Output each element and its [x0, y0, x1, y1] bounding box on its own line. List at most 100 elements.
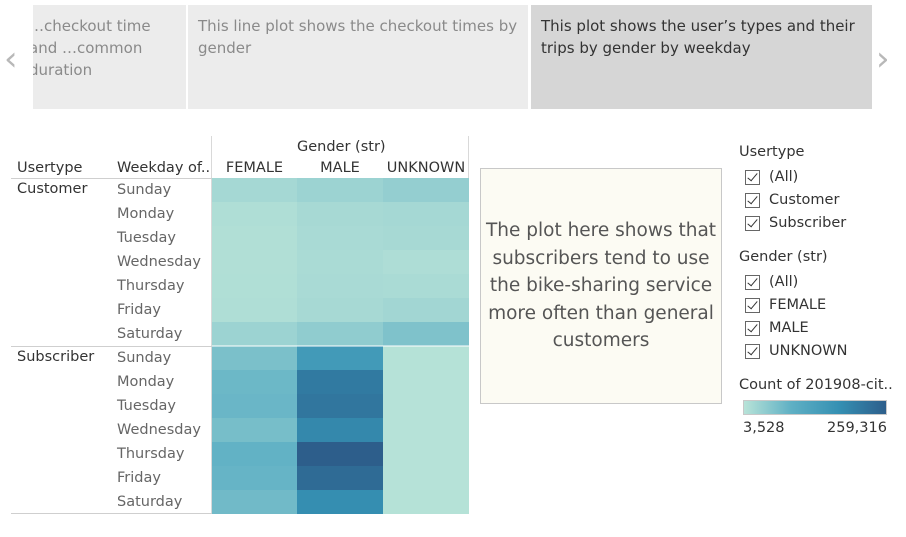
checkbox-checked-icon[interactable] — [745, 215, 760, 231]
heatmap-cell[interactable] — [383, 274, 469, 298]
story-point-text: …checkout time and …common duration — [33, 17, 151, 79]
filter-gender-unknown[interactable]: UNKNOWN — [745, 341, 847, 361]
heatmap-cell[interactable] — [297, 226, 383, 250]
heatmap-cell[interactable] — [383, 370, 469, 394]
checkbox-checked-icon[interactable] — [745, 192, 760, 208]
column-header-male: MALE — [320, 160, 360, 176]
heatmap-cell[interactable] — [383, 226, 469, 250]
checkbox-checked-icon[interactable] — [745, 320, 760, 336]
heatmap-cell[interactable] — [212, 274, 297, 298]
filter-label: (All) — [769, 274, 799, 290]
heatmap-cell[interactable] — [383, 394, 469, 418]
heatmap-cell[interactable] — [297, 298, 383, 322]
usertype-label-subscriber: Subscriber — [17, 349, 95, 365]
color-legend-max: 259,316 — [827, 420, 887, 436]
column-header-female: FEMALE — [225, 160, 284, 176]
weekday-label: Tuesday — [117, 230, 176, 246]
heatmap-cell[interactable] — [212, 418, 297, 442]
checkbox-checked-icon[interactable] — [745, 297, 760, 313]
story-point-2[interactable]: This line plot shows the checkout times … — [188, 5, 528, 109]
filter-label: UNKNOWN — [769, 343, 848, 359]
weekday-label: Thursday — [117, 278, 185, 294]
filter-label: MALE — [769, 320, 809, 336]
heatmap-cell[interactable] — [212, 322, 297, 346]
filter-usertype-subscriber[interactable]: Subscriber — [745, 213, 846, 233]
filter-label: FEMALE — [769, 297, 827, 313]
weekday-label: Sunday — [117, 350, 172, 366]
weekday-label: Friday — [117, 470, 161, 486]
filter-usertype-all[interactable]: (All) — [745, 167, 798, 187]
usertype-label-customer: Customer — [17, 181, 88, 197]
heatmap-cell[interactable] — [212, 226, 297, 250]
heatmap-cell[interactable] — [383, 178, 469, 202]
weekday-label: Monday — [117, 374, 175, 390]
heatmap-cell[interactable] — [212, 370, 297, 394]
heatmap-cell[interactable] — [212, 178, 297, 202]
filter-label: Customer — [769, 192, 840, 208]
heatmap-cell[interactable] — [383, 202, 469, 226]
chevron-right-icon[interactable]: › — [876, 39, 890, 79]
weekday-label: Saturday — [117, 326, 183, 342]
heatmap-cell[interactable] — [212, 394, 297, 418]
annotation-box: The plot here shows that subscribers ten… — [480, 168, 722, 404]
color-legend-gradient — [743, 400, 887, 415]
weekday-label: Wednesday — [117, 422, 201, 438]
heatmap-worksheet: Gender (str) Usertype Weekday of.. FEMAL… — [0, 120, 906, 537]
column-group-header: Gender (str) — [297, 139, 386, 155]
heatmap-cell[interactable] — [383, 250, 469, 274]
weekday-label: Wednesday — [117, 254, 201, 270]
heatmap-cell[interactable] — [383, 466, 469, 490]
checkbox-checked-icon[interactable] — [745, 169, 760, 185]
filter-usertype-customer[interactable]: Customer — [745, 190, 839, 210]
story-point-3-active[interactable]: This plot shows the user’s types and the… — [531, 5, 872, 109]
weekday-label: Thursday — [117, 446, 185, 462]
heatmap-cell[interactable] — [212, 346, 297, 370]
heatmap-cell[interactable] — [297, 490, 383, 514]
row-header-weekday: Weekday of.. — [117, 160, 211, 176]
heatmap-cell[interactable] — [212, 442, 297, 466]
heatmap-cell[interactable] — [297, 466, 383, 490]
color-legend-title: Count of 201908-cit.. — [739, 377, 893, 393]
checkbox-checked-icon[interactable] — [745, 274, 760, 290]
heatmap-cell[interactable] — [212, 250, 297, 274]
heatmap-cell[interactable] — [297, 250, 383, 274]
heatmap-cell[interactable] — [297, 178, 383, 202]
heatmap-cell[interactable] — [212, 202, 297, 226]
filter-label: (All) — [769, 169, 799, 185]
filter-gender-all[interactable]: (All) — [745, 272, 798, 292]
weekday-label: Friday — [117, 302, 161, 318]
chevron-left-icon[interactable]: ‹ — [4, 39, 18, 79]
heatmap-cell[interactable] — [212, 466, 297, 490]
heatmap-cell[interactable] — [383, 346, 469, 370]
heatmap-cell[interactable] — [212, 490, 297, 514]
usertype-filter-title: Usertype — [739, 144, 805, 160]
weekday-label: Monday — [117, 206, 175, 222]
story-navigator: ‹ …checkout time and …common duration Th… — [0, 5, 906, 109]
heatmap-cell[interactable] — [297, 394, 383, 418]
heatmap-cell[interactable] — [383, 490, 469, 514]
filter-gender-female[interactable]: FEMALE — [745, 295, 826, 315]
checkbox-checked-icon[interactable] — [745, 343, 760, 359]
heatmap-cell[interactable] — [383, 418, 469, 442]
color-legend-min: 3,528 — [743, 420, 785, 436]
filter-gender-male[interactable]: MALE — [745, 318, 809, 338]
heatmap-cell[interactable] — [297, 202, 383, 226]
story-point-1[interactable]: …checkout time and …common duration — [33, 5, 186, 109]
heatmap-cell[interactable] — [383, 442, 469, 466]
weekday-label: Tuesday — [117, 398, 176, 414]
heatmap-cell[interactable] — [297, 442, 383, 466]
heatmap-cell[interactable] — [297, 346, 383, 370]
heatmap-cell[interactable] — [297, 322, 383, 346]
story-point-text: This plot shows the user’s types and the… — [541, 17, 855, 57]
heatmap-cell[interactable] — [383, 298, 469, 322]
weekday-label: Saturday — [117, 494, 183, 510]
heatmap-cell[interactable] — [212, 298, 297, 322]
heatmap-cells[interactable] — [212, 178, 469, 514]
heatmap-cell[interactable] — [297, 418, 383, 442]
annotation-text: The plot here shows that subscribers ten… — [485, 220, 717, 352]
story-point-text: This line plot shows the checkout times … — [198, 17, 518, 57]
filter-label: Subscriber — [769, 215, 847, 231]
heatmap-cell[interactable] — [383, 322, 469, 346]
heatmap-cell[interactable] — [297, 274, 383, 298]
heatmap-cell[interactable] — [297, 370, 383, 394]
